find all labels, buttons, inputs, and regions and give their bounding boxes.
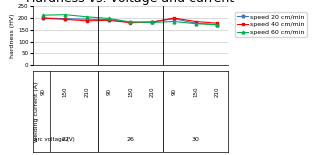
Text: 90: 90 <box>41 88 46 95</box>
speed 60 cm/min <box>172 21 176 22</box>
Text: arc voltage (V): arc voltage (V) <box>34 137 74 142</box>
speed 60 cm/min <box>194 23 198 24</box>
Text: 150: 150 <box>128 86 133 97</box>
Text: 210: 210 <box>84 86 89 97</box>
speed 60 cm/min <box>150 22 154 23</box>
Legend: speed 20 cm/min, speed 40 cm/min, speed 60 cm/min: speed 20 cm/min, speed 40 cm/min, speed … <box>235 12 307 37</box>
Line: speed 20 cm/min: speed 20 cm/min <box>42 17 219 26</box>
speed 20 cm/min <box>172 18 176 20</box>
speed 20 cm/min <box>85 18 89 20</box>
speed 60 cm/min <box>63 14 67 16</box>
speed 20 cm/min <box>128 21 132 23</box>
Title: Hardness vs. voltage and current: Hardness vs. voltage and current <box>26 0 234 5</box>
speed 20 cm/min <box>107 19 111 21</box>
speed 20 cm/min <box>150 21 154 23</box>
speed 60 cm/min <box>215 24 219 26</box>
speed 40 cm/min <box>41 17 45 19</box>
speed 40 cm/min <box>128 22 132 24</box>
Text: 30: 30 <box>192 137 200 142</box>
Y-axis label: hardness (HV): hardness (HV) <box>10 13 15 58</box>
speed 60 cm/min <box>107 18 111 19</box>
Text: 22: 22 <box>61 137 69 142</box>
Text: 150: 150 <box>193 86 198 97</box>
Text: 210: 210 <box>150 86 155 97</box>
speed 20 cm/min <box>215 24 219 26</box>
speed 40 cm/min <box>63 18 67 20</box>
Text: 210: 210 <box>215 86 220 97</box>
Line: speed 40 cm/min: speed 40 cm/min <box>42 17 219 24</box>
speed 40 cm/min <box>172 17 176 19</box>
speed 40 cm/min <box>85 20 89 22</box>
speed 40 cm/min <box>194 21 198 22</box>
speed 60 cm/min <box>85 16 89 18</box>
speed 40 cm/min <box>107 19 111 21</box>
speed 60 cm/min <box>128 21 132 23</box>
Text: 150: 150 <box>63 86 68 97</box>
speed 40 cm/min <box>150 21 154 23</box>
Line: speed 60 cm/min: speed 60 cm/min <box>42 13 219 26</box>
Text: welding current (A): welding current (A) <box>35 81 39 142</box>
speed 20 cm/min <box>63 18 67 20</box>
speed 60 cm/min <box>41 14 45 16</box>
speed 20 cm/min <box>41 17 45 19</box>
speed 20 cm/min <box>194 22 198 24</box>
Text: 90: 90 <box>171 88 176 95</box>
Text: 90: 90 <box>106 88 111 95</box>
Text: 26: 26 <box>126 137 134 142</box>
speed 40 cm/min <box>215 22 219 24</box>
